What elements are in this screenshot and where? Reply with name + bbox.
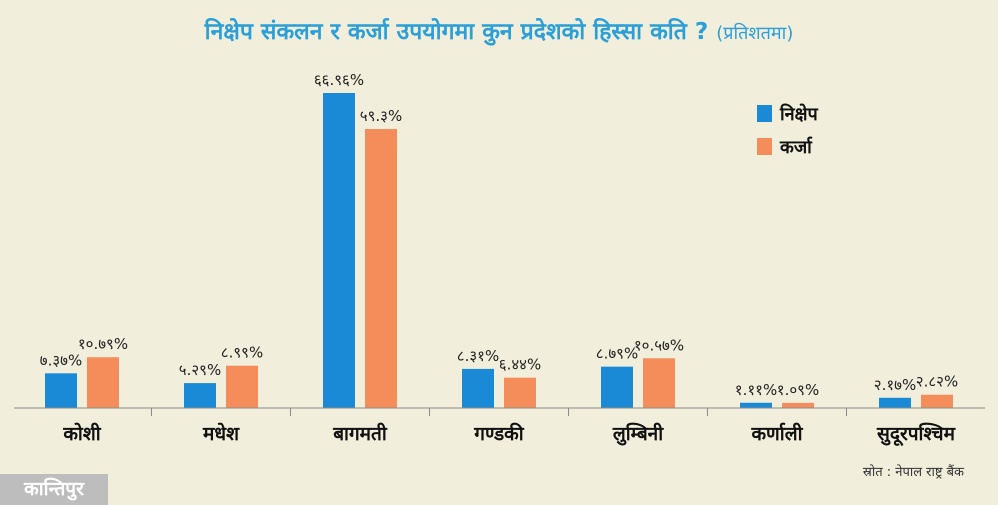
data-label-credit-5: १०.५७%: [634, 336, 684, 354]
bar-credit-2: [226, 365, 258, 408]
category-label-3: बागमती: [332, 422, 388, 445]
bar-credit-3: [365, 129, 397, 408]
data-label-deposit-1: ७.३७%: [40, 351, 82, 369]
data-label-credit-2: ८.९९%: [221, 344, 263, 362]
category-label-5: लुम्बिनी: [612, 422, 664, 446]
data-label-credit-6: १.०९%: [777, 381, 819, 399]
bar-deposit-4: [462, 368, 494, 408]
data-label-credit-1: १०.७९%: [78, 335, 128, 353]
bar-deposit-6: [740, 402, 772, 408]
bar-credit-4: [504, 377, 536, 408]
bar-deposit-1: [45, 373, 77, 408]
bar-deposit-5: [601, 366, 633, 408]
bar-deposit-2: [184, 383, 216, 408]
bar-credit-6: [782, 402, 814, 408]
bar-credit-5: [643, 358, 675, 408]
bar-deposit-3: [323, 93, 355, 408]
bar-credit-1: [87, 357, 119, 408]
data-label-deposit-3: ६६.९६%: [314, 71, 364, 89]
bar-chart: ७.३७%१०.७९% ५.२९%८.९९% ६६.९६% ५९.३% ८.३१% ६.४…: [14, 71, 985, 447]
chart-subtitle: (प्रतिशतमा): [716, 23, 794, 44]
legend-label-deposit: निक्षेप: [779, 103, 819, 125]
data-label-credit-7: २.८२%: [916, 373, 958, 391]
data-label-credit-3: ५९.३%: [360, 107, 402, 125]
bar-credit-7: [921, 394, 953, 408]
category-label-7: सुदूरपश्चिम: [876, 422, 956, 447]
category-label-4: गण्डकी: [473, 422, 524, 445]
data-label-deposit-7: २.१७%: [874, 376, 916, 394]
category-label-1: कोशी: [62, 422, 101, 445]
legend-swatch-deposit: [757, 105, 772, 122]
category-label-6: कर्णाली: [750, 422, 803, 445]
kantipur-logo: कान्तिपुर: [0, 474, 108, 505]
data-label-deposit-4: ८.३१%: [457, 347, 499, 365]
category-label-2: मधेश: [202, 422, 240, 445]
data-label-deposit-6: १.११%: [735, 381, 777, 399]
data-label-credit-4: ६.४४%: [499, 356, 541, 374]
data-label-deposit-2: ५.२९%: [179, 361, 221, 379]
source-note: स्रोत : नेपाल राष्ट्र बैंक: [862, 465, 964, 480]
chart-title: निक्षेप संकलन र कर्जा उपयोगमा कुन प्रदेश…: [0, 14, 998, 46]
chart-title-text: निक्षेप संकलन र कर्जा उपयोगमा कुन प्रदेश…: [204, 19, 709, 45]
bar-deposit-7: [879, 397, 911, 408]
data-label-deposit-5: ८.७९%: [596, 345, 638, 363]
legend-swatch-credit: [757, 138, 772, 155]
legend-label-credit: कर्जा: [779, 136, 813, 158]
